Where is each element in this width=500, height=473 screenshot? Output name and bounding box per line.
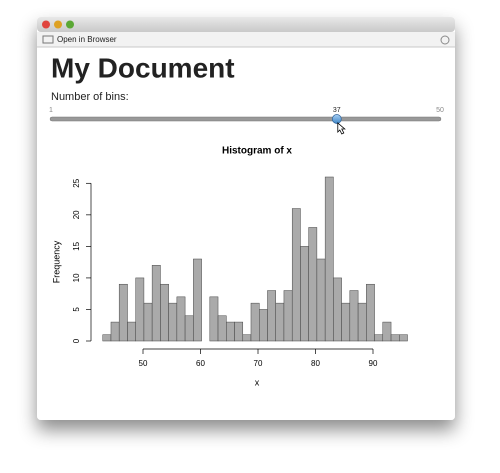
bar [135,277,145,342]
y-axis-label: Frequency [51,240,61,283]
bar [390,334,400,342]
slider-value: 37 [333,107,341,114]
bar [275,302,285,342]
cursor [337,122,346,135]
bar [127,321,136,342]
x-tick-label: 90 [369,359,378,368]
bar [374,334,384,342]
bar [349,290,359,342]
bar [341,302,351,342]
y-tick-label: 20 [72,210,81,219]
page-title: My Document [51,52,235,83]
chart-title: Histogram of x [222,146,292,157]
bar [300,246,309,342]
chart: Histogram of x x Frequency 0 5 10 15 20 25 50 60 70… [51,146,408,387]
slider-max: 50 [436,107,444,114]
bar [308,227,318,342]
open-in-browser[interactable]: Open in Browser [57,35,117,44]
bar [382,321,392,342]
slider-track [49,116,442,122]
x-tick-label: 80 [311,359,320,368]
bar [226,321,235,342]
bar [193,258,202,342]
minimize-button[interactable] [54,20,62,29]
bar [160,283,169,342]
bar [110,321,120,342]
bar [118,283,128,342]
bar [399,334,408,342]
bar [316,258,326,342]
bar [259,309,268,342]
bar [209,296,219,342]
bar [250,302,260,342]
bar [333,277,342,342]
bar [151,265,161,342]
reload-icon[interactable] [440,35,450,45]
bar [168,302,178,342]
slider-handle[interactable] [331,114,342,124]
title-bar [37,17,455,32]
slider-min: 1 [49,107,53,114]
bar [357,302,367,342]
slider[interactable]: 1 50 37 [49,107,444,135]
y-tick-label: 10 [72,273,81,282]
x-tick-label: 60 [196,359,205,368]
bar [234,321,244,342]
bar [291,208,301,342]
toolbar [37,32,455,47]
bar [184,315,194,342]
y-tick-label: 25 [72,178,81,187]
x-tick-label: 70 [254,359,263,368]
bar [102,334,112,342]
y-tick-label: 15 [72,241,81,250]
bar [366,283,375,342]
bar [217,315,227,342]
bar [283,290,293,342]
bar [324,176,334,342]
bar [176,296,186,342]
bar [267,290,276,342]
close-button[interactable] [42,20,50,29]
browser-icon[interactable] [42,35,54,44]
bar [242,334,252,342]
y-tick-label: 5 [72,307,81,312]
x-axis-label: x [255,377,260,387]
zoom-button[interactable] [66,20,74,29]
y-tick-label: 0 [72,338,81,343]
x-tick-label: 50 [139,359,148,368]
slider-label: Number of bins: [51,91,129,103]
bar [143,302,153,342]
